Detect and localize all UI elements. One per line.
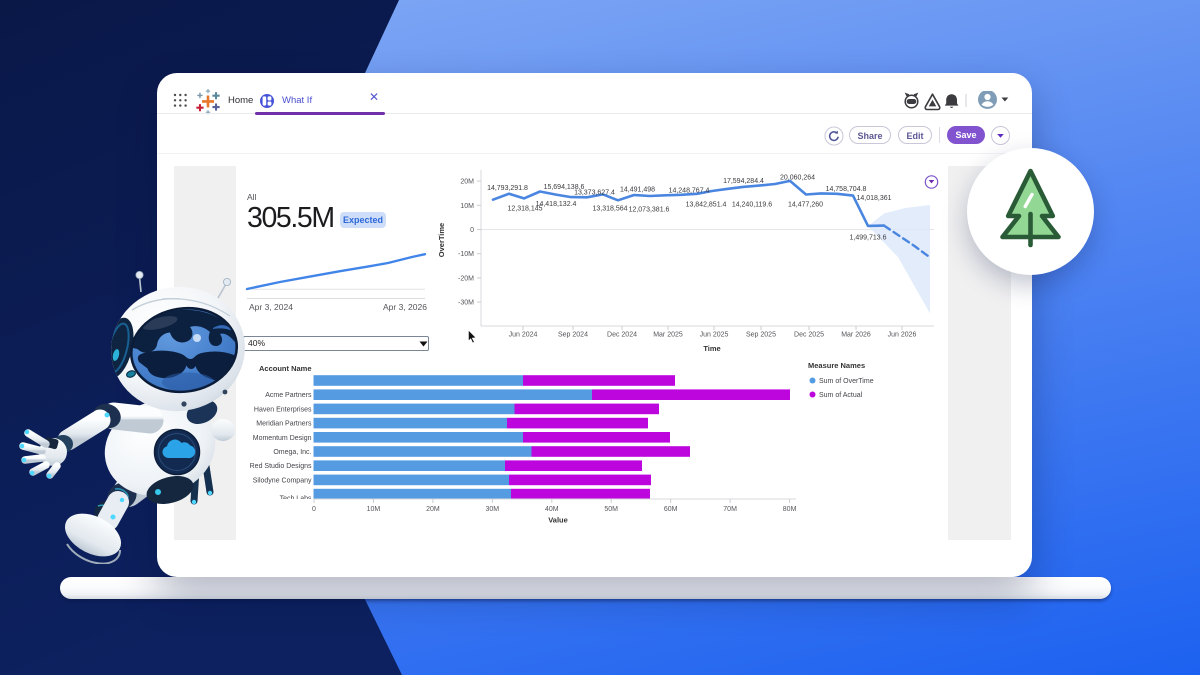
svg-text:20M: 20M [460, 179, 474, 186]
svg-text:-20M: -20M [458, 275, 474, 282]
svg-text:14,248,767.4: 14,248,767.4 [669, 187, 710, 194]
svg-text:70M: 70M [723, 506, 737, 513]
svg-text:Dec 2024: Dec 2024 [607, 332, 637, 339]
svg-text:Silodyne Company: Silodyne Company [253, 477, 312, 484]
svg-text:20M: 20M [426, 506, 440, 513]
svg-text:Momentum Design: Momentum Design [253, 435, 312, 442]
svg-text:10M: 10M [460, 203, 474, 210]
svg-text:50M: 50M [604, 506, 618, 513]
svg-text:Measure Names: Measure Names [808, 361, 865, 370]
svg-text:14,240,119.6: 14,240,119.6 [732, 202, 772, 209]
svg-text:Sum of OverTime: Sum of OverTime [819, 378, 874, 385]
svg-text:Jun 2026: Jun 2026 [888, 332, 917, 339]
svg-text:Sep 2024: Sep 2024 [558, 332, 588, 339]
svg-text:60M: 60M [664, 506, 678, 513]
svg-text:Mar 2026: Mar 2026 [841, 332, 871, 339]
svg-text:Dec 2025: Dec 2025 [794, 332, 824, 339]
svg-text:14,758,704.8: 14,758,704.8 [826, 186, 867, 193]
svg-text:20,060,264: 20,060,264 [780, 175, 815, 182]
svg-text:Sum of Actual: Sum of Actual [819, 392, 863, 399]
svg-text:17,594,284.4: 17,594,284.4 [723, 178, 764, 185]
svg-text:Mar 2025: Mar 2025 [653, 332, 683, 339]
svg-text:40M: 40M [545, 506, 559, 513]
svg-text:15,694,138.6: 15,694,138.6 [544, 184, 585, 191]
svg-text:Acme Partners: Acme Partners [265, 392, 312, 399]
svg-text:14,018,361: 14,018,361 [856, 195, 891, 202]
svg-text:OverTime: OverTime [437, 223, 446, 257]
svg-text:12,073,381.6: 12,073,381.6 [629, 207, 670, 214]
svg-text:Sep 2025: Sep 2025 [746, 332, 776, 339]
svg-text:13,318,564: 13,318,564 [592, 206, 627, 213]
svg-text:14,491,498: 14,491,498 [620, 186, 655, 193]
svg-text:Omega, Inc.: Omega, Inc. [273, 449, 311, 456]
svg-text:13,373,627.4: 13,373,627.4 [574, 190, 615, 197]
svg-text:Red Studio Designs: Red Studio Designs [250, 463, 312, 470]
svg-text:0: 0 [312, 506, 316, 513]
svg-text:12,318,145: 12,318,145 [507, 206, 542, 213]
svg-text:Account Name: Account Name [259, 364, 312, 373]
svg-text:-30M: -30M [458, 300, 474, 307]
svg-text:Jun 2024: Jun 2024 [509, 332, 538, 339]
svg-text:14,793,291.8: 14,793,291.8 [487, 185, 528, 192]
svg-text:Time: Time [703, 344, 720, 353]
svg-text:0: 0 [470, 227, 474, 234]
svg-text:Tech Labs: Tech Labs [280, 496, 312, 503]
svg-text:Haven Enterprises: Haven Enterprises [254, 406, 312, 413]
svg-text:Meridian Partners: Meridian Partners [256, 421, 312, 428]
svg-text:14,477,260: 14,477,260 [788, 202, 823, 209]
svg-text:1,499,713.6: 1,499,713.6 [850, 235, 887, 242]
svg-text:30M: 30M [485, 506, 499, 513]
svg-text:13,842,851.4: 13,842,851.4 [686, 202, 727, 209]
svg-text:10M: 10M [367, 506, 381, 513]
svg-text:Jun 2025: Jun 2025 [700, 332, 729, 339]
svg-text:80M: 80M [783, 506, 797, 513]
svg-text:Value: Value [548, 516, 568, 525]
svg-text:14,418,132.4: 14,418,132.4 [536, 201, 577, 208]
svg-text:-10M: -10M [458, 251, 474, 258]
